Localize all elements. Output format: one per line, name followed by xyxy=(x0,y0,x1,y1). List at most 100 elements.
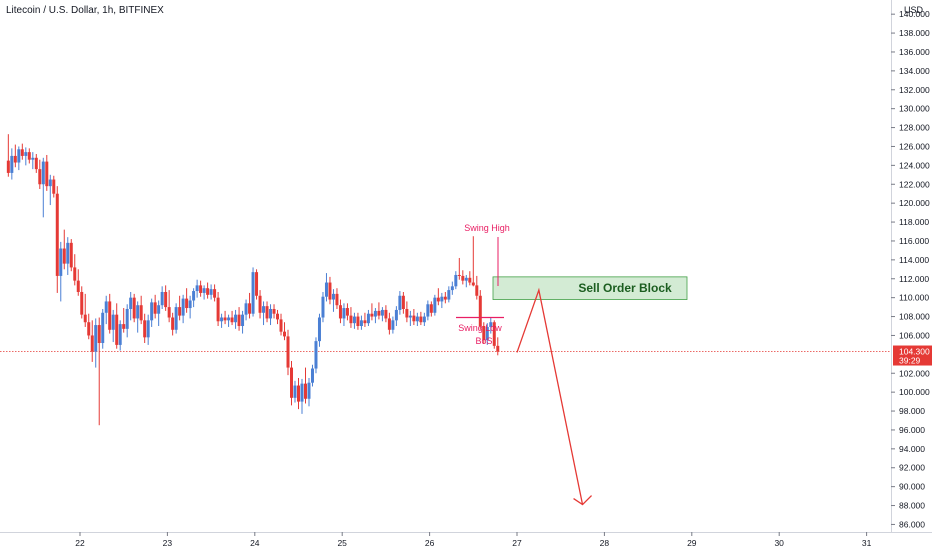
projection-path-line xyxy=(516,287,584,505)
candle-body xyxy=(422,316,426,323)
candle-body xyxy=(150,302,154,321)
candle-body xyxy=(115,314,119,345)
candle-body xyxy=(164,291,168,308)
y-tick-label: 110.000 xyxy=(899,293,929,303)
x-tick-label: 25 xyxy=(337,538,347,548)
swing-high-label: Swing High xyxy=(464,223,510,233)
x-tick-label: 29 xyxy=(687,538,697,548)
candle-body xyxy=(345,308,349,316)
candle-body xyxy=(237,314,241,327)
candle-body xyxy=(90,335,94,352)
candle-body xyxy=(258,295,262,313)
bos-label: BoS xyxy=(475,336,492,346)
candle-body xyxy=(83,314,87,323)
candle-body xyxy=(265,306,269,319)
axes xyxy=(0,0,932,533)
last-price-countdown: 39:29 xyxy=(899,356,921,366)
candle-body xyxy=(220,317,224,322)
candle-body xyxy=(195,285,199,292)
candle-body xyxy=(276,313,280,320)
candle-body xyxy=(167,307,171,318)
candle-body xyxy=(20,149,24,156)
candle-body xyxy=(209,289,213,295)
candle-body xyxy=(321,296,325,318)
candle-body xyxy=(373,310,377,317)
candle-body xyxy=(464,277,468,281)
candle-body xyxy=(27,152,31,160)
candle-body xyxy=(447,290,451,300)
candle-body xyxy=(153,302,157,314)
y-tick-label: 86.000 xyxy=(899,519,925,529)
candle-body xyxy=(66,242,70,264)
candle-body xyxy=(216,297,220,322)
candle-body xyxy=(262,306,266,313)
candle-body xyxy=(59,248,63,276)
candle-body xyxy=(41,161,45,185)
candles xyxy=(6,134,500,426)
candle-body xyxy=(241,314,245,327)
candle-body xyxy=(76,280,80,292)
candle-body xyxy=(468,277,472,283)
last-price-value: 104.300 xyxy=(899,347,930,357)
candle-body xyxy=(24,152,28,156)
candle-body xyxy=(251,272,255,314)
candle-body xyxy=(286,336,290,368)
candle-body xyxy=(160,291,164,306)
y-tick-label: 132.000 xyxy=(899,85,930,95)
candle-body xyxy=(352,316,356,324)
candle-body xyxy=(342,308,346,319)
candle-body xyxy=(290,367,294,398)
candle-body xyxy=(17,149,21,163)
candle-body xyxy=(335,293,339,306)
candle-body xyxy=(122,324,126,329)
y-tick-label: 98.000 xyxy=(899,406,925,416)
price-axis: 140.000 138.000 136.000 134.000 132.000 130.0… xyxy=(891,9,930,529)
candle-body xyxy=(213,289,217,298)
candle-body xyxy=(328,282,332,300)
candle-body xyxy=(454,274,458,287)
candle-body xyxy=(171,317,175,330)
y-tick-label: 96.000 xyxy=(899,425,925,435)
candle-body xyxy=(38,169,42,185)
candle-body xyxy=(206,288,210,295)
candle-body xyxy=(349,315,353,324)
swing-annotations: Swing High Swing Low BoS xyxy=(456,223,510,346)
candle-body xyxy=(492,322,496,346)
candle-body xyxy=(293,385,297,398)
y-tick-label: 114.000 xyxy=(899,255,929,265)
candle-body xyxy=(136,305,140,319)
candle-body xyxy=(45,161,49,187)
candle-body xyxy=(283,331,287,337)
candle-body xyxy=(55,193,59,276)
candle-body xyxy=(202,288,206,293)
candle-body xyxy=(13,155,17,163)
candle-body xyxy=(181,298,185,316)
candle-body xyxy=(440,296,444,302)
candle-body xyxy=(227,317,231,321)
candle-body xyxy=(412,315,416,322)
candle-body xyxy=(443,296,447,300)
candle-body xyxy=(230,317,234,323)
last-price-tag: 104.300 39:29 xyxy=(893,345,932,366)
candle-body xyxy=(408,315,412,318)
candle-body xyxy=(139,305,143,321)
candle-body xyxy=(478,295,482,327)
candle-body xyxy=(356,316,360,327)
x-tick-label: 30 xyxy=(774,538,784,548)
x-tick-label: 23 xyxy=(163,538,173,548)
candle-body xyxy=(314,341,318,369)
candle-body xyxy=(178,307,182,316)
candle-body xyxy=(52,179,56,194)
candle-body xyxy=(363,320,367,324)
candle-body xyxy=(391,320,395,330)
candle-body xyxy=(132,297,136,319)
candle-body xyxy=(419,316,423,323)
candle-body xyxy=(394,309,398,321)
candle-body xyxy=(461,275,465,281)
y-tick-label: 138.000 xyxy=(899,28,930,38)
candle-body xyxy=(317,317,321,342)
x-tick-label: 26 xyxy=(425,538,435,548)
currency-label: USD xyxy=(904,5,924,15)
y-tick-label: 94.000 xyxy=(899,444,925,454)
